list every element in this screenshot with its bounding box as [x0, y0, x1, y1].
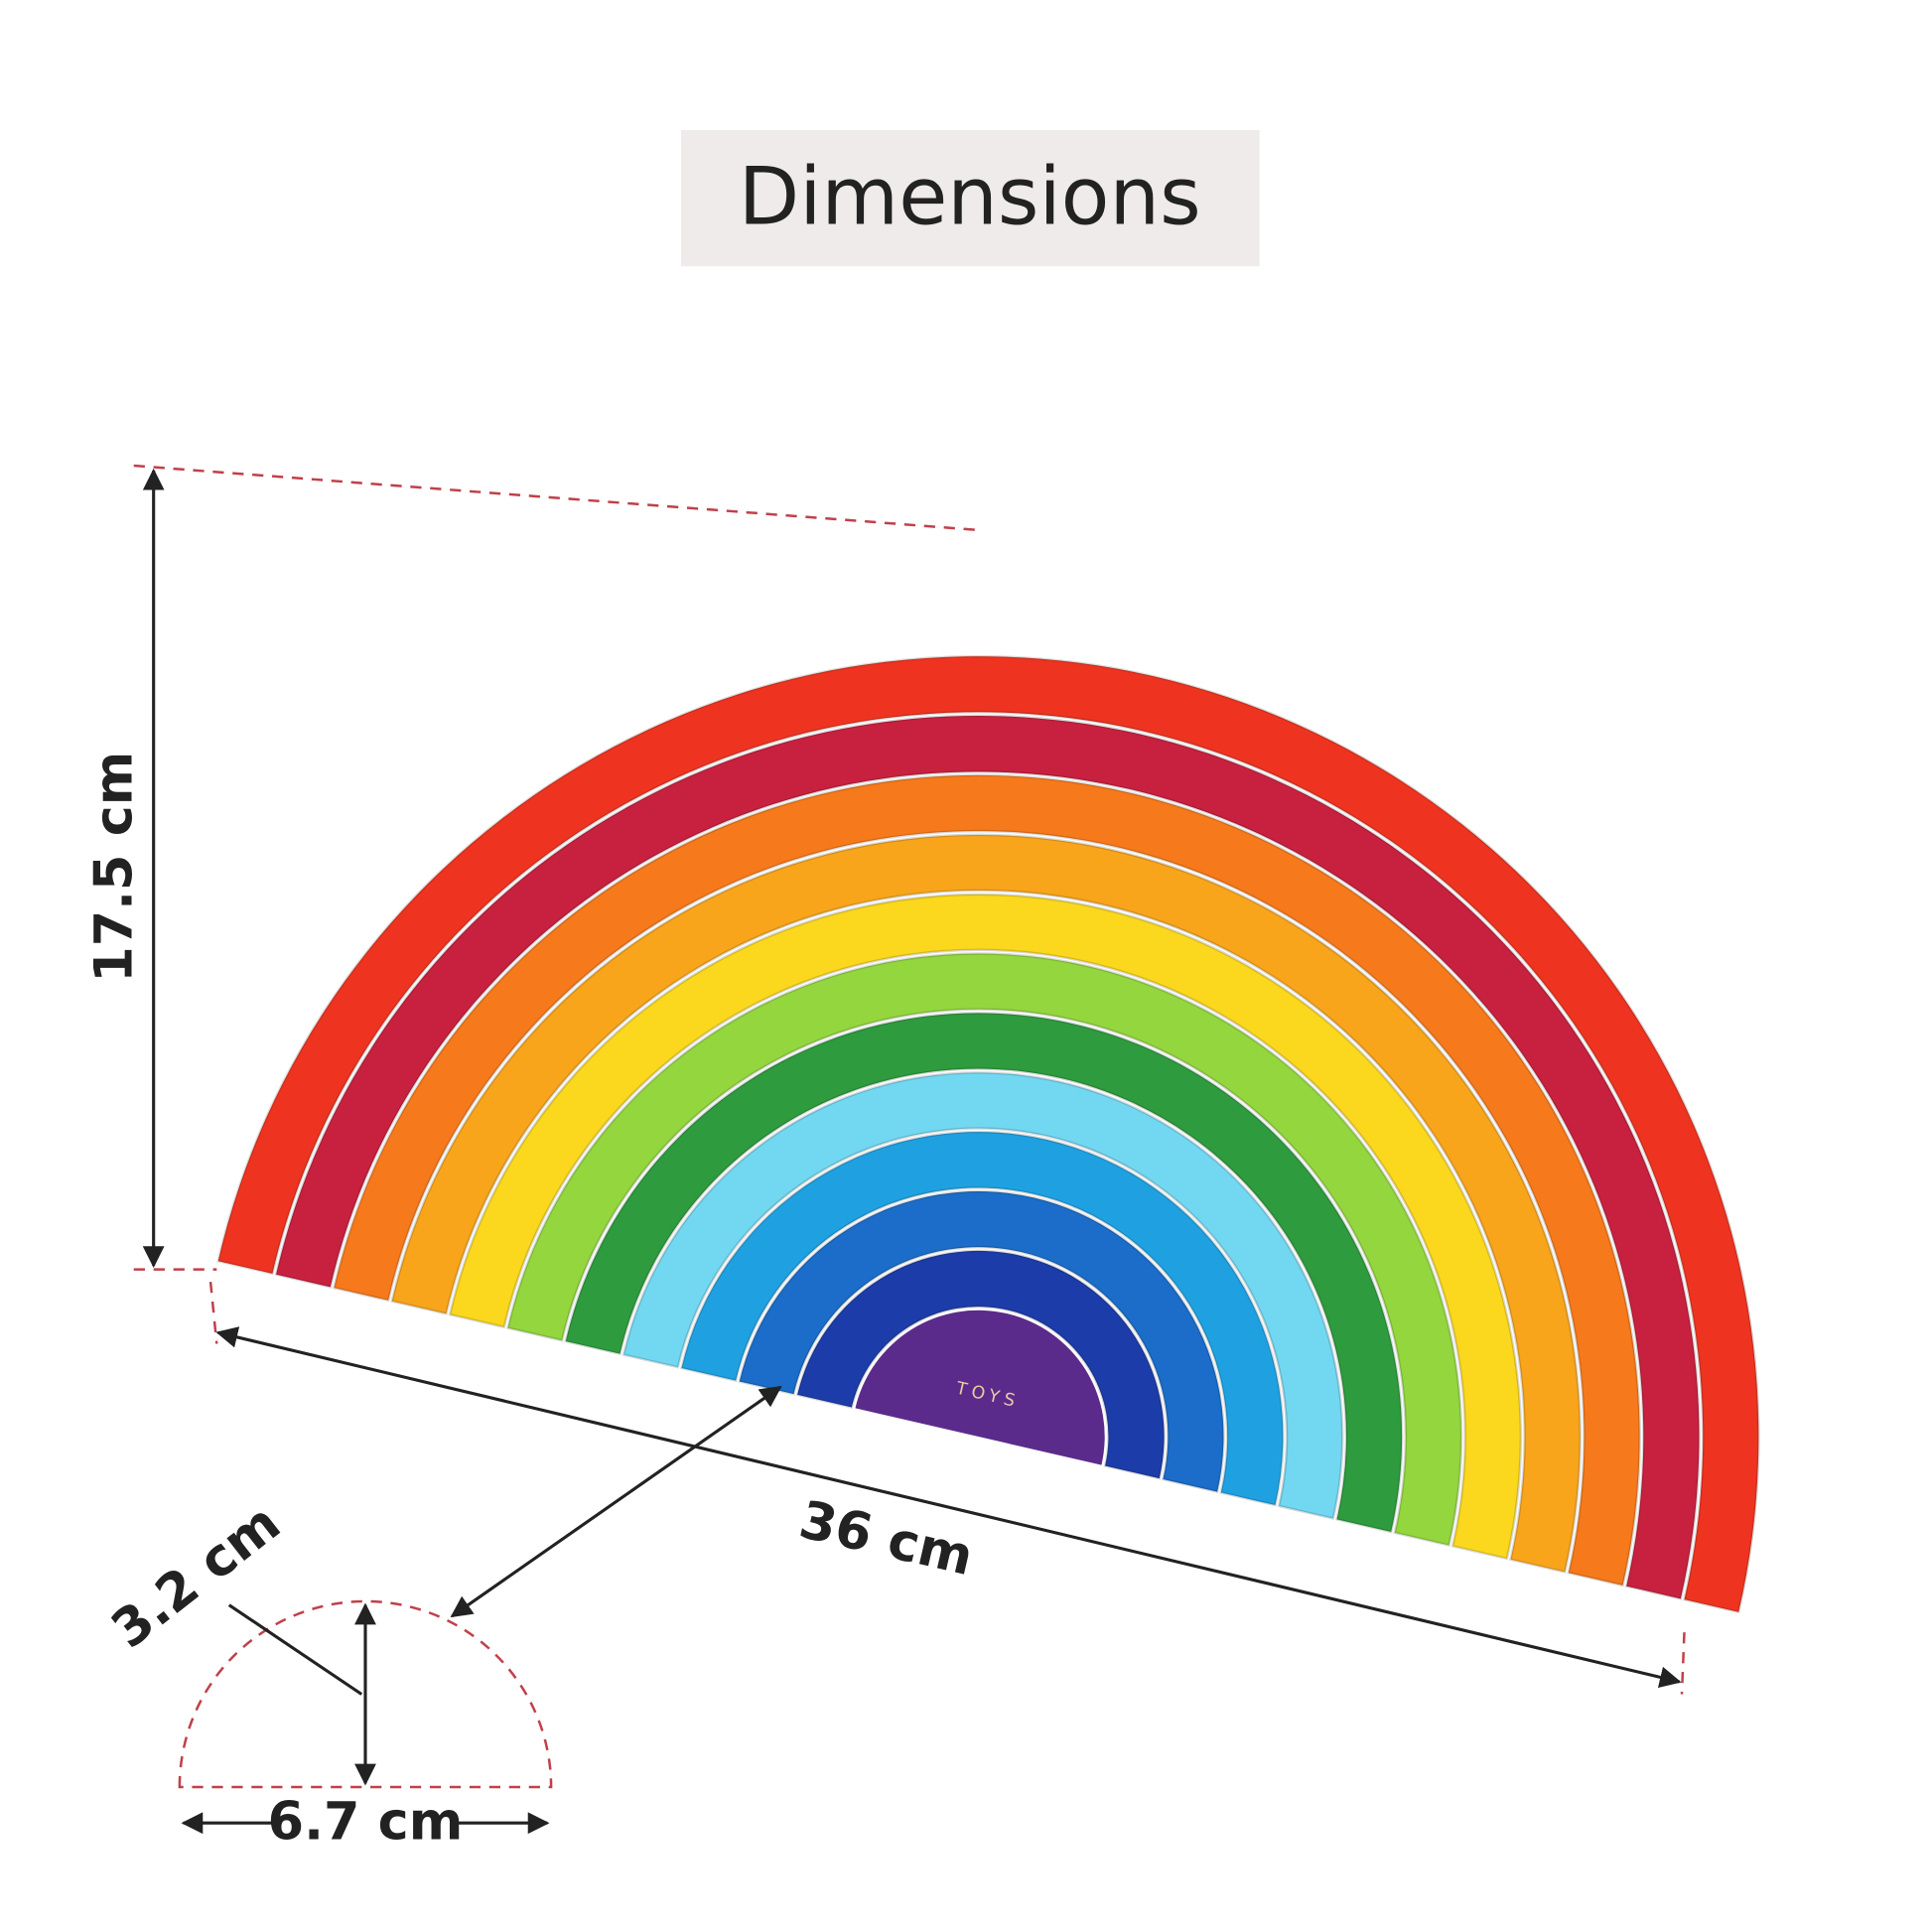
- thickness-label: 3.2 cm: [100, 1492, 292, 1660]
- height-label: 17.5 cm: [84, 752, 145, 983]
- width-label: 6.7 cm: [268, 1792, 464, 1853]
- guide-line: [1680, 1632, 1686, 1695]
- rainbow: TOYS: [216, 654, 1760, 1614]
- guide-line: [208, 1281, 218, 1344]
- section-arrow: [450, 1385, 782, 1618]
- guide-line: [133, 464, 979, 532]
- leader-line: [227, 1603, 363, 1696]
- title: Dimensions: [739, 150, 1201, 242]
- rainbow-arch: [216, 654, 1760, 1614]
- cross-section: [178, 1599, 553, 1789]
- title-box: [681, 129, 1260, 267]
- length-label: 36 cm: [794, 1489, 979, 1587]
